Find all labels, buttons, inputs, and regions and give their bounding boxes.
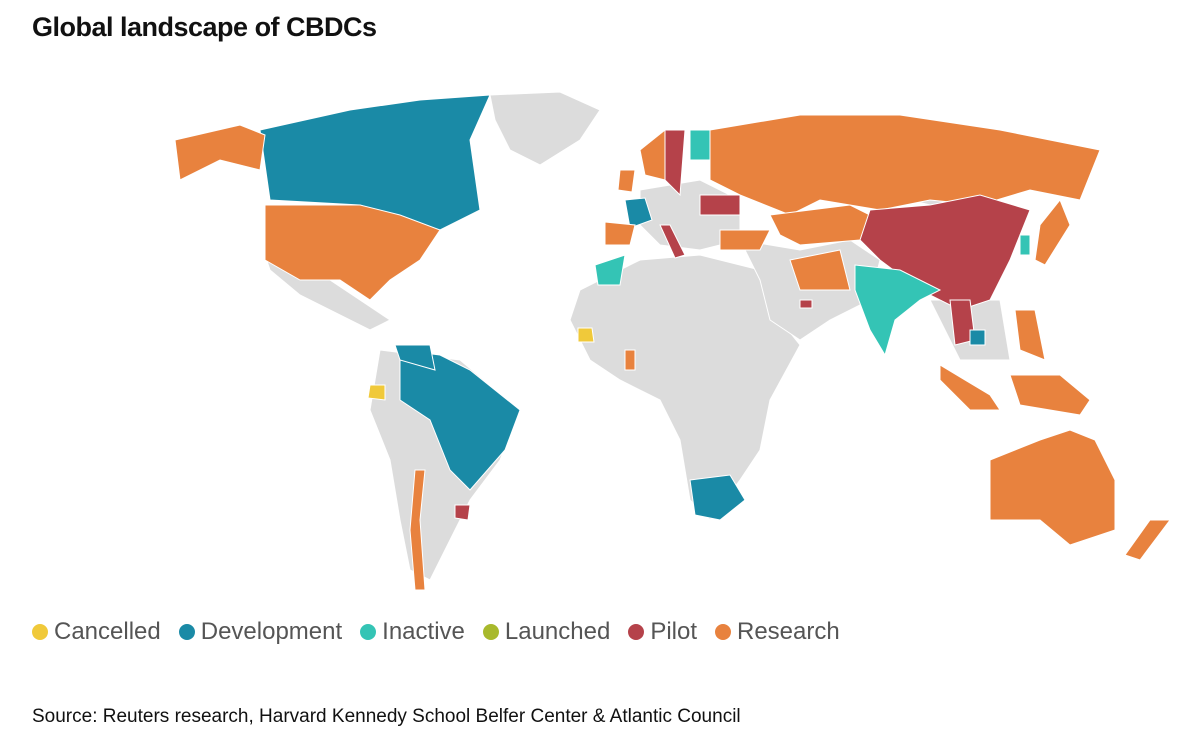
morocco — [594, 254, 626, 286]
indonesia-east — [1009, 374, 1091, 416]
south-korea — [1019, 234, 1031, 256]
alaska — [174, 124, 266, 181]
spain — [604, 221, 636, 246]
norway — [639, 128, 666, 181]
china — [859, 194, 1031, 311]
legend-item: Inactive — [360, 618, 465, 646]
new-zealand — [1124, 519, 1171, 561]
legend-dot — [482, 624, 499, 640]
legend-dot — [32, 624, 48, 640]
legend-dot — [360, 624, 377, 640]
russia — [709, 114, 1101, 216]
legend-label: Inactive — [382, 618, 465, 645]
legend-dot — [178, 624, 195, 640]
legend-label: Pilot — [650, 618, 697, 645]
legend-label: Cancelled — [54, 618, 161, 645]
japan — [1034, 199, 1071, 266]
sweden — [664, 129, 686, 197]
world-map — [174, 91, 1171, 591]
legend-label: Launched — [504, 618, 611, 645]
legend-label: Research — [737, 618, 840, 645]
legend-item: Cancelled — [32, 618, 161, 646]
canada — [259, 94, 491, 231]
brazil — [399, 349, 521, 491]
venezuela — [394, 344, 436, 371]
france — [624, 197, 653, 229]
philippines — [1014, 309, 1046, 361]
greenland — [489, 91, 601, 166]
legend-item: Launched — [482, 618, 611, 646]
india — [854, 264, 942, 357]
ghana — [624, 349, 636, 371]
south-africa — [689, 474, 746, 521]
ecuador — [367, 384, 386, 401]
uae — [799, 299, 813, 309]
usa — [264, 204, 441, 301]
countries — [174, 94, 1171, 591]
cambodia — [969, 329, 986, 346]
legend-item: Development — [178, 618, 343, 646]
legend-label: Development — [200, 618, 343, 645]
source: Source: Reuters research, Harvard Kenned… — [32, 706, 741, 727]
italy — [659, 224, 686, 259]
africa — [569, 254, 801, 521]
indonesia-west — [939, 364, 1001, 411]
senegal — [577, 327, 595, 343]
legend-dot — [715, 624, 731, 640]
ukraine — [699, 194, 741, 216]
legend-item: Pilot — [628, 618, 697, 646]
australia — [989, 429, 1116, 546]
uruguay — [454, 504, 471, 521]
legend-item: Research — [715, 618, 840, 646]
uk — [617, 169, 636, 193]
legend: Cancelled Development Inactive Launched Pilo… — [32, 618, 840, 646]
title: Global landscape of CBDCs — [32, 12, 377, 42]
legend-dot — [628, 624, 645, 640]
chile — [409, 469, 426, 591]
iran — [789, 249, 851, 291]
turkey — [719, 229, 771, 251]
